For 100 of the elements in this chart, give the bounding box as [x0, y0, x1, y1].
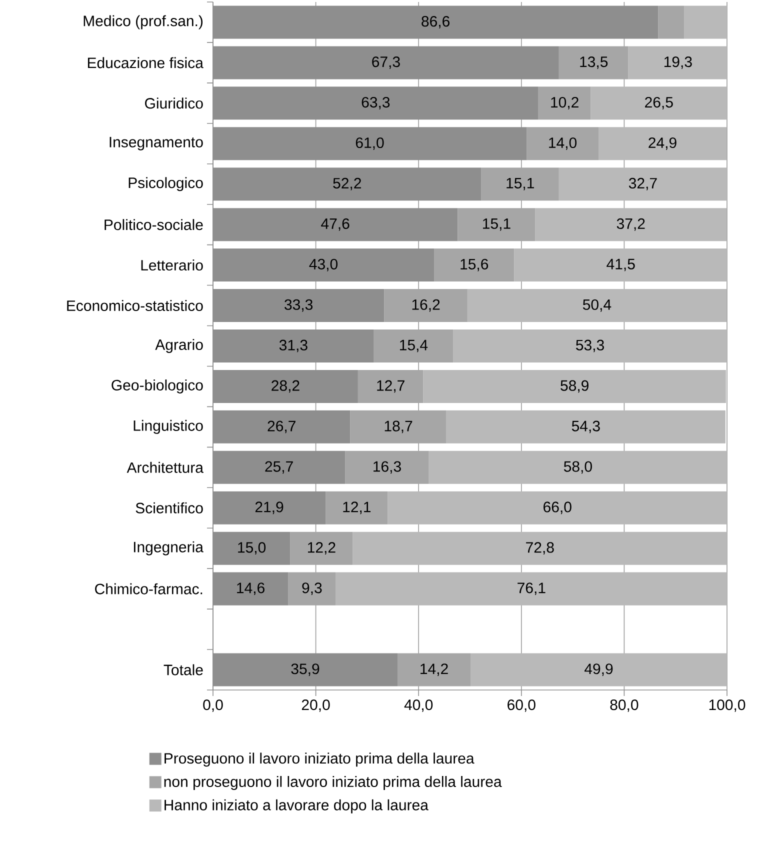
- bar: [658, 6, 684, 39]
- bar: [336, 572, 728, 606]
- bar: [684, 6, 728, 39]
- legend-label: Hanno iniziato a lavorare dopo la laurea: [164, 799, 428, 814]
- data-label: 52,2: [333, 178, 361, 190]
- y-tick-label: Economico-statistico: [67, 300, 203, 312]
- data-label: 15,1: [506, 178, 534, 190]
- data-label: 9,3: [302, 582, 322, 596]
- data-label: 32,7: [628, 178, 657, 190]
- data-label: 10,2: [551, 96, 578, 110]
- data-label: 15,6: [460, 258, 488, 272]
- y-tick-label: Psicologico: [128, 177, 203, 192]
- data-label: 13,5: [580, 56, 608, 69]
- data-label: 25,7: [265, 461, 293, 474]
- data-label: 15,1: [483, 218, 510, 231]
- y-tick-label: Linguistico: [134, 420, 203, 434]
- bar: [446, 410, 726, 444]
- data-label: 33,3: [284, 299, 313, 312]
- data-label: 47,6: [321, 218, 350, 231]
- bar: [481, 168, 559, 201]
- y-tick-label: Agrario: [155, 338, 203, 353]
- bar: [526, 127, 598, 160]
- bar: [598, 127, 726, 160]
- data-label: 72,8: [526, 542, 554, 555]
- y-tick-label: Chimico-farmac.: [95, 583, 202, 594]
- y-tick-label: Architettura: [126, 462, 204, 473]
- bar: [374, 329, 454, 362]
- data-label: 12,7: [377, 380, 404, 393]
- data-label: 26,5: [645, 96, 673, 110]
- data-label: 76,1: [518, 582, 546, 596]
- y-tick-label: Letterario: [141, 260, 203, 271]
- data-label: 12,2: [308, 542, 336, 555]
- bar: [345, 450, 429, 484]
- data-label: 63,3: [362, 96, 390, 110]
- bar: [288, 572, 336, 606]
- bar: [423, 370, 726, 403]
- legend-label: non proseguono il lavoro iniziato prima della laurea: [164, 776, 502, 790]
- y-tick-label: Insegnamento: [110, 136, 203, 150]
- data-label: 54,3: [572, 420, 600, 434]
- y-tick-label: Totale: [164, 664, 203, 676]
- data-label: 66,0: [544, 502, 572, 514]
- data-label: 49,9: [584, 664, 613, 676]
- data-label: 50,4: [582, 299, 612, 312]
- y-tick-label: Geo-biologico: [112, 379, 203, 394]
- bar: [384, 289, 468, 322]
- bar: [290, 532, 353, 565]
- bar: [352, 532, 728, 565]
- x-tick-label: 60,0: [508, 700, 536, 712]
- data-label: 14,0: [549, 137, 577, 150]
- bar: [458, 208, 536, 242]
- bar: [538, 86, 591, 120]
- x-tick-label: 80,0: [610, 700, 638, 712]
- data-label: 14,2: [420, 664, 448, 676]
- bar: [558, 46, 628, 80]
- y-tick-label: Giuridico: [145, 98, 203, 109]
- x-tick-label: 20,0: [302, 700, 330, 712]
- y-tick-label: Ingegneria: [134, 541, 204, 556]
- data-label: 43,0: [309, 258, 338, 272]
- data-label: 26,7: [268, 420, 296, 434]
- data-label: 15,4: [400, 340, 428, 352]
- data-label: 19,3: [664, 56, 692, 69]
- data-label: 15,0: [238, 542, 266, 555]
- bar: [388, 491, 728, 524]
- bar: [428, 450, 728, 484]
- bar: [326, 491, 388, 524]
- y-tick-label: Educazione fisica: [88, 57, 204, 68]
- data-label: 12,1: [343, 502, 371, 514]
- x-tick-label: 100,0: [709, 700, 746, 712]
- x-tick-label: 40,0: [404, 700, 433, 712]
- data-label: 53,3: [576, 340, 604, 352]
- bar: [470, 653, 728, 686]
- legend-label: Proseguono il lavoro iniziato prima della laurea: [164, 752, 474, 767]
- data-label: 58,0: [564, 461, 592, 474]
- data-label: 16,2: [412, 299, 440, 312]
- data-label: 67,3: [372, 56, 400, 69]
- bar: [558, 168, 728, 201]
- bar: [398, 653, 471, 686]
- bar: [434, 248, 514, 282]
- bar: [535, 208, 726, 242]
- x-tick-label: 0,0: [203, 700, 223, 712]
- bar: [467, 289, 726, 322]
- bar: [590, 86, 728, 120]
- data-label: 16,3: [374, 461, 401, 474]
- data-label: 86,6: [422, 16, 450, 28]
- data-label: 21,9: [255, 502, 284, 514]
- data-label: 37,2: [616, 218, 645, 231]
- y-tick-label: Politico-sociale: [104, 219, 203, 230]
- data-label: 58,9: [560, 380, 588, 393]
- y-tick-label: Scientifico: [136, 502, 203, 514]
- data-label: 35,9: [291, 664, 320, 676]
- y-tick-label: Medico (prof.san.): [84, 15, 203, 30]
- data-label: 14,6: [237, 582, 264, 596]
- bar: [628, 46, 728, 80]
- data-label: 61,0: [356, 137, 384, 150]
- bar: [453, 329, 728, 362]
- data-label: 18,7: [384, 420, 412, 434]
- data-label: 28,2: [272, 380, 300, 393]
- bar: [514, 248, 728, 282]
- data-label: 31,3: [279, 340, 308, 352]
- bar: [350, 410, 446, 444]
